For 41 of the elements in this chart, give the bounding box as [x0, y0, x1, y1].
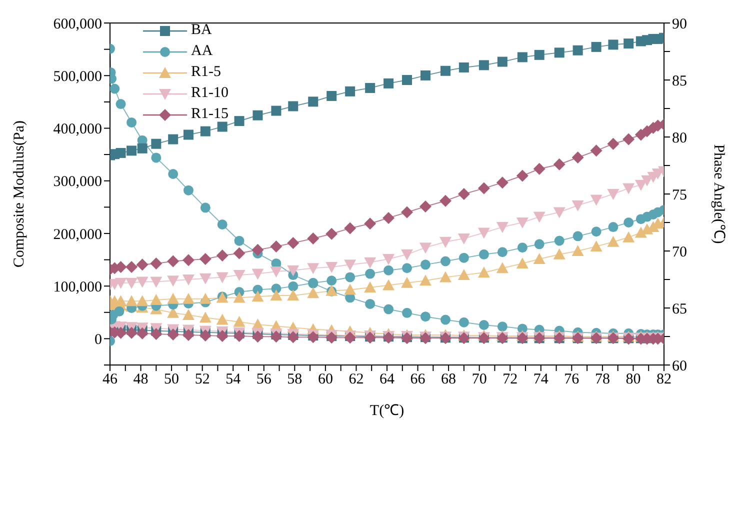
y-tick-label: 300,000	[53, 174, 102, 190]
legend-label: R1-15	[191, 106, 228, 123]
y2-tick-label: 60	[672, 358, 687, 374]
y2-tick-label: 75	[672, 187, 687, 204]
x-tick-label: 78	[594, 372, 610, 388]
x-tick-label: 58	[287, 372, 302, 388]
x-tick-label: 52	[194, 372, 210, 388]
x-tick-label: 64	[380, 372, 395, 388]
y-tick-label: 500,000	[53, 68, 102, 85]
x-tick-label: 56	[256, 372, 272, 388]
x-tick-label: 48	[133, 372, 148, 388]
y2-tick-label: 65	[672, 301, 687, 318]
y-tick-label: 600,000	[53, 16, 102, 32]
x-axis-title: T(℃)	[370, 403, 404, 419]
x-tick-label: 50	[164, 372, 180, 388]
legend-label: AA	[191, 43, 213, 60]
y-tick-label: 0	[94, 332, 102, 348]
y2-tick-label: 90	[672, 16, 687, 32]
y-tick-label: 200,000	[53, 226, 102, 243]
x-tick-label: 70	[472, 372, 487, 388]
y2-tick-label: 80	[672, 130, 687, 146]
x-tick-label: 82	[656, 372, 672, 388]
y-tick-label: 400,000	[53, 122, 102, 138]
y2-axis-title: Phase Angle(℃)	[710, 144, 727, 244]
legend-label: R1-10	[191, 85, 228, 102]
y-axis-title: Composite Modulus(Pa)	[11, 120, 28, 268]
x-tick-label: 74	[533, 372, 549, 388]
x-tick-label: 68	[441, 372, 456, 388]
legend-label: R1-5	[191, 64, 221, 81]
x-tick-label: 54	[226, 372, 242, 388]
x-tick-label: 76	[564, 372, 580, 388]
legend-label: BA	[191, 22, 212, 39]
x-tick-label: 72	[502, 372, 518, 388]
y2-tick-label: 70	[672, 244, 687, 260]
y-tick-label: 100,000	[53, 279, 102, 296]
x-tick-label: 62	[348, 372, 364, 388]
x-tick-label: 66	[410, 372, 426, 388]
x-tick-label: 46	[102, 372, 118, 388]
x-tick-label: 60	[318, 372, 333, 388]
x-tick-label: 80	[626, 372, 641, 388]
y2-tick-label: 85	[672, 73, 687, 90]
